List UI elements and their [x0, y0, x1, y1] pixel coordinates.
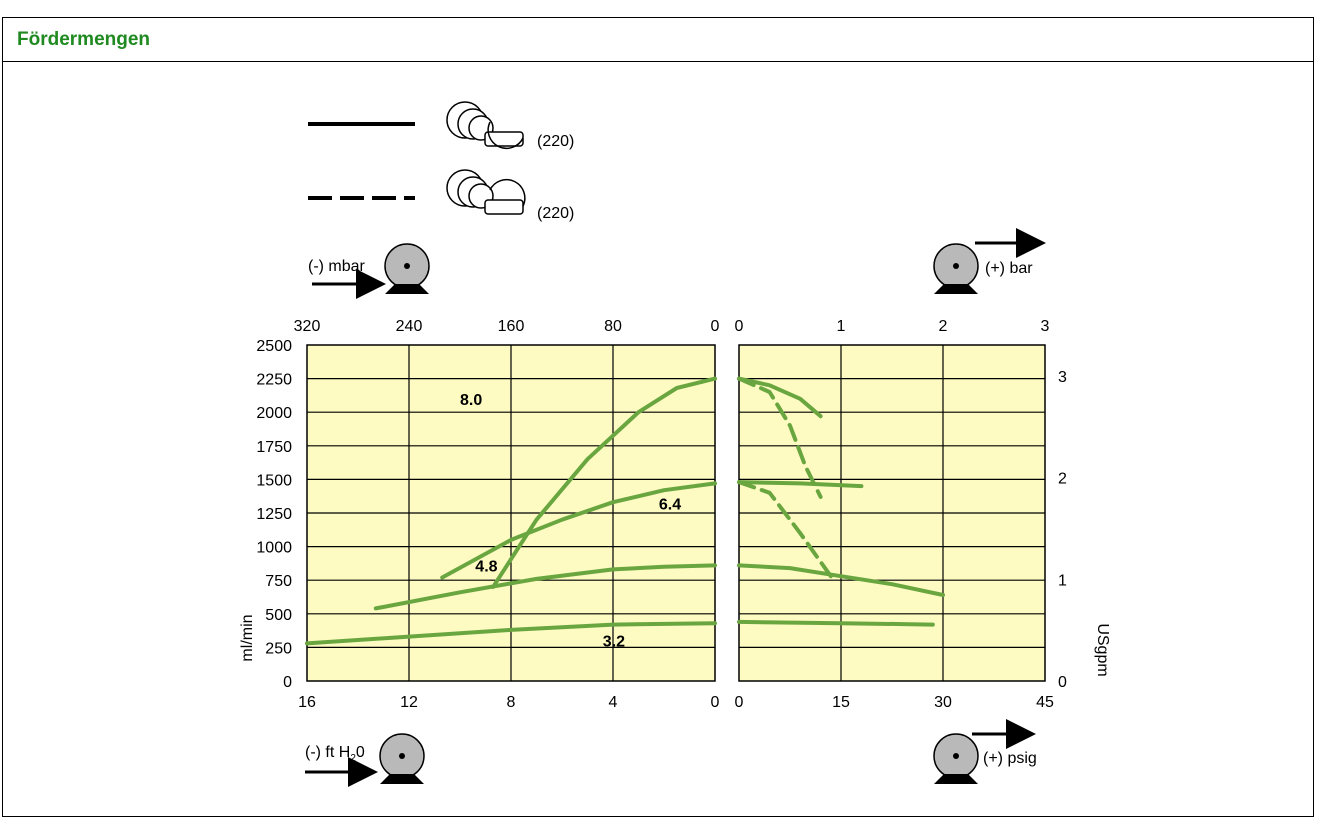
y-tick-label: 500 — [265, 607, 292, 624]
x-top-tick-label: 160 — [498, 318, 525, 335]
x-bottom-tick-label: 8 — [507, 694, 516, 711]
pump-icon — [933, 733, 979, 784]
y-tick-label: 1000 — [256, 540, 292, 557]
flow-curves: 8.0 6.4 4.8 3.2 — [305, 376, 945, 651]
series-label: 4.8 — [475, 558, 497, 575]
solid-flow-curve — [737, 376, 823, 419]
pressure-bar-label: (+) bar — [985, 260, 1033, 277]
y-tick-label: 250 — [265, 640, 292, 657]
x-bottom-tick-label: 0 — [735, 694, 744, 711]
y-tick-label: 1500 — [256, 472, 292, 489]
x-top-tick-label: 320 — [294, 318, 321, 335]
y-right-tick-label: 3 — [1058, 369, 1067, 386]
y-tick-label: 1250 — [256, 506, 292, 523]
chart-frame: Fördermengen — [2, 17, 1314, 817]
solid-flow-curve — [737, 480, 864, 489]
suction-ft-label: (-) ft H20 — [305, 744, 365, 764]
pump-icon — [379, 733, 425, 784]
x-top-tick-label: 80 — [604, 318, 622, 335]
x-top-tick-label: 1 — [837, 318, 846, 335]
y-tick-label: 1750 — [256, 439, 292, 456]
axis-labels: 2500225020001750150012501000750500250032… — [239, 318, 1111, 711]
suction-ft-badge: (-) ft H20 — [305, 733, 425, 787]
x-bottom-tick-label: 45 — [1036, 694, 1054, 711]
pressure-bar-badge: (+) bar — [933, 228, 1046, 294]
solid-flow-curve — [737, 563, 945, 597]
y-tick-label: 0 — [283, 674, 292, 691]
pump-head-icon — [446, 169, 526, 215]
series-label: 8.0 — [460, 392, 482, 409]
x-bottom-tick-label: 4 — [609, 694, 618, 711]
suction-mbar-label: (-) mbar — [308, 258, 366, 275]
series-label: 3.2 — [603, 634, 625, 651]
y-tick-label: 2500 — [256, 338, 292, 355]
y-right-tick-label: 0 — [1058, 674, 1067, 691]
x-bottom-tick-label: 12 — [400, 694, 418, 711]
y-tick-label: 2250 — [256, 372, 292, 389]
legend-solid-label: (220) — [537, 133, 574, 150]
dashed-flow-curve — [737, 376, 823, 499]
solid-flow-curve — [373, 563, 717, 611]
y-right-axis-title: USgpm — [1094, 623, 1111, 676]
pump-icon — [933, 243, 979, 294]
y-tick-label: 2000 — [256, 405, 292, 422]
x-bottom-tick-label: 16 — [298, 694, 316, 711]
dashed-flow-curve — [737, 480, 833, 579]
x-bottom-tick-label: 0 — [711, 694, 720, 711]
x-top-tick-label: 0 — [735, 318, 744, 335]
suction-mbar-badge: (-) mbar — [308, 243, 430, 299]
solid-flow-curve — [440, 481, 717, 580]
x-top-tick-label: 0 — [711, 318, 720, 335]
series-label: 6.4 — [659, 497, 681, 514]
pump-head-icon — [446, 101, 524, 150]
solid-flow-curve — [305, 621, 717, 646]
x-top-tick-label: 240 — [396, 318, 423, 335]
pressure-psig-label: (+) psig — [983, 750, 1037, 767]
solid-flow-curve — [737, 619, 935, 627]
x-top-tick-label: 3 — [1041, 318, 1050, 335]
y-right-tick-label: 2 — [1058, 471, 1067, 488]
header-bar: Fördermengen — [3, 18, 1313, 62]
legend: (220) (220) — [308, 101, 574, 222]
x-bottom-tick-label: 30 — [934, 694, 952, 711]
y-axis-title: ml/min — [239, 614, 256, 661]
x-bottom-tick-label: 15 — [832, 694, 850, 711]
pressure-psig-badge: (+) psig — [933, 719, 1037, 784]
y-right-tick-label: 1 — [1058, 572, 1067, 589]
pump-icon — [384, 243, 430, 294]
x-top-tick-label: 2 — [939, 318, 948, 335]
page-title: Fördermengen — [17, 28, 151, 50]
legend-dashed-label: (220) — [537, 205, 574, 222]
y-tick-label: 750 — [265, 573, 292, 590]
